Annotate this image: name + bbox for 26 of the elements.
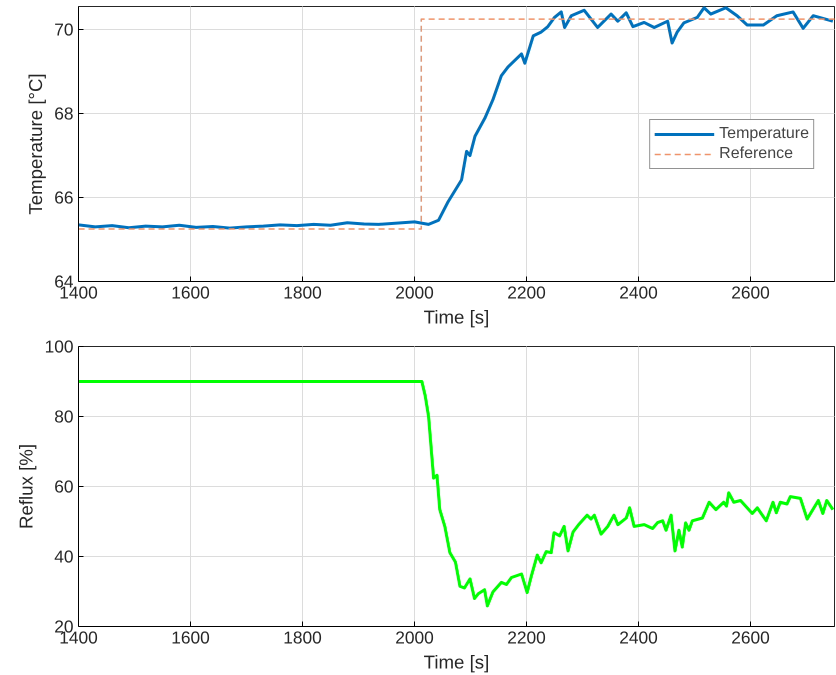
x-tick-label: 1600	[171, 628, 210, 648]
x-tick-label: 2000	[395, 628, 434, 648]
y-tick-label: 70	[54, 20, 74, 40]
y-tick-label: 68	[54, 104, 74, 124]
y-tick-label: 80	[54, 406, 74, 426]
x-tick-label: 1600	[171, 282, 210, 302]
x-tick-label: 2400	[619, 628, 658, 648]
y-tick-label: 40	[54, 546, 74, 566]
y-tick-label: 100	[44, 336, 74, 356]
x-tick-label: 1800	[283, 628, 322, 648]
x-tick-label: 1800	[283, 282, 322, 302]
x-tick-label: 2200	[507, 282, 546, 302]
x-tick-label: 2400	[619, 282, 658, 302]
x-axis-title: Time [s]	[424, 652, 490, 672]
legend-label: Temperature	[719, 124, 809, 142]
x-tick-label: 2200	[507, 628, 546, 648]
x-axis-title: Time [s]	[424, 306, 490, 328]
y-tick-label: 66	[54, 188, 74, 208]
x-tick-label: 2600	[731, 628, 770, 648]
y-axis-title: Reflux [%]	[16, 444, 37, 530]
x-tick-label: 2600	[731, 282, 770, 302]
legend-label: Reference	[719, 144, 793, 162]
line-series	[78, 380, 834, 608]
x-tick-label: 2000	[395, 282, 434, 302]
y-axis-title: Temperature [°C]	[25, 73, 46, 215]
y-tick-label: 60	[54, 476, 74, 496]
